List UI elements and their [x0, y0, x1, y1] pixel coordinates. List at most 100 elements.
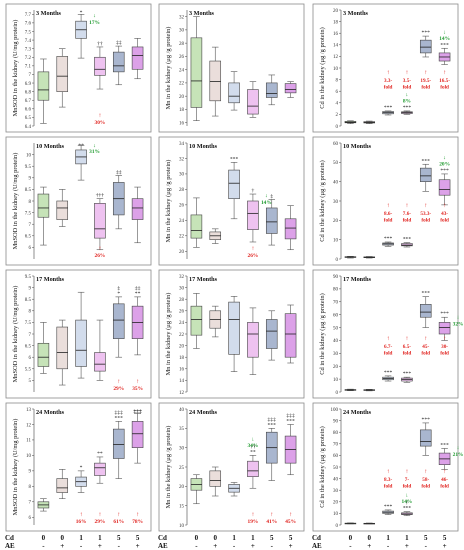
y-tick-label: 30 [179, 29, 185, 34]
box-group [75, 291, 87, 379]
box-iqr [247, 460, 259, 477]
y-tick-label: 32 [179, 275, 185, 280]
annotation-label: fold [421, 351, 430, 357]
x-group-value: + [98, 542, 102, 550]
box-iqr [419, 39, 432, 54]
box-iqr [56, 200, 69, 220]
box-group [382, 509, 394, 515]
y-tick-label: 8.5 [25, 298, 32, 303]
y-axis-label: Cd in the kidney (µg /g protein) [319, 293, 326, 374]
x-group-value: - [271, 542, 274, 550]
annotation-label: 31% [89, 149, 100, 155]
box-group [94, 198, 106, 251]
box-group [37, 58, 50, 124]
x-group-value: + [251, 542, 255, 550]
y-axis-label: Mn in the kidney (µg /g protein) [165, 27, 172, 110]
x-row-title: Cd [158, 534, 167, 542]
x-group-value: + [367, 542, 371, 550]
panel-frame [158, 3, 305, 133]
x-group-value: + [136, 542, 140, 550]
annotation-label: ↓ [406, 92, 409, 98]
y-tick-label: 7.5 [25, 321, 32, 326]
y-tick-label: 8 [29, 200, 32, 205]
box-group [284, 304, 297, 364]
box-group [401, 110, 413, 115]
box-group [438, 448, 451, 470]
y-tick-label: 24 [179, 68, 185, 73]
panel-frame [158, 136, 305, 266]
annotation-label: *** [384, 504, 393, 510]
box-iqr [265, 207, 278, 234]
y-tick-label: 7 [29, 73, 32, 78]
y-tick-label: 10 [333, 378, 339, 383]
annotation-label: ‡‡ [116, 169, 122, 175]
y-tick-label: 10 [333, 512, 339, 517]
y-tick-label: 10 [333, 67, 339, 72]
y-tick-label: 14 [333, 44, 339, 49]
annotation-label: fold [384, 351, 393, 357]
panel-frame [158, 402, 305, 532]
y-tick-label: 60 [333, 454, 339, 459]
chart-panel: 6 7 8 9 10 11 12 13 MnSOD in the kidney (U/mg pr… [5, 402, 152, 532]
box-iqr [247, 89, 259, 115]
box-group [209, 228, 222, 244]
annotation-label: fold [384, 484, 393, 490]
x-group-value: - [387, 542, 390, 550]
box-iqr [190, 37, 203, 108]
y-tick-label: 6.4 [25, 125, 32, 130]
y-tick-label: 9 [29, 286, 32, 291]
y-tick-label: 70 [333, 301, 339, 306]
box-group [438, 316, 451, 341]
annotation-label: fold [440, 351, 449, 357]
y-axis-label: MnSOD in the kidney (U/mg protein) [12, 286, 19, 383]
annotation-label: 8.6- [384, 211, 392, 217]
annotation-label: † [406, 500, 409, 506]
annotation-label: ‡‡‡ [115, 410, 124, 416]
annotation-label: ↓ [457, 314, 460, 320]
y-tick-label: 30 [179, 173, 185, 178]
box-iqr [131, 198, 144, 220]
annotation-label: fold [403, 218, 412, 224]
y-tick-label: 6 [29, 516, 32, 521]
annotation-label: ↑ [98, 246, 101, 252]
annotation-label: fold [403, 351, 412, 357]
y-tick-label: 22 [179, 333, 185, 338]
box-iqr [228, 82, 240, 104]
annotation-label: ‡‡‡ [133, 409, 142, 415]
annotation-label: 41% [266, 519, 277, 525]
annotation-label: 16% [76, 519, 87, 525]
box-iqr [247, 322, 259, 358]
y-tick-label: 2 [336, 113, 339, 118]
x-row-title: AE [158, 542, 168, 550]
box-iqr [438, 179, 451, 196]
box-group [363, 522, 376, 525]
annotation-label: † [252, 188, 255, 194]
annotation-label: 58- [422, 477, 429, 483]
annotation-label: 3.5- [403, 78, 411, 84]
annotation-label: ‡‡ [116, 40, 122, 46]
y-tick-label: 40 [333, 477, 339, 482]
y-tick-label: 5 [29, 379, 32, 384]
box-group [112, 175, 125, 230]
annotation-label: ↓ [265, 193, 268, 199]
box-iqr [94, 203, 106, 239]
x-group-value: + [289, 542, 293, 550]
y-tick-label: 30 [179, 286, 185, 291]
box-group [112, 296, 125, 358]
y-tick-label: 12 [333, 55, 339, 60]
x-group-value: - [118, 542, 121, 550]
annotation-label: ‡ [117, 285, 120, 291]
annotation-label: 20% [439, 161, 450, 167]
y-tick-label: 11 [26, 439, 31, 444]
annotation-label: 8% [403, 98, 411, 104]
y-tick-label: 35 [179, 427, 185, 432]
annotation-label: ↑ [405, 469, 408, 475]
y-axis-label: Cd in the kidney (µg /g protein) [319, 27, 326, 108]
annotation-label: 32% [453, 321, 464, 327]
annotation-label: 29% [113, 386, 124, 392]
annotation-label: ‡‡‡ [268, 417, 277, 423]
chart-panel: 20 22 24 26 28 30 32 34 Mn in the kidney (µg /g … [158, 136, 305, 266]
annotation-label: 7.6- [403, 211, 411, 217]
y-tick-label: 8 [29, 485, 32, 490]
panel-label: 10 Months [189, 143, 218, 150]
